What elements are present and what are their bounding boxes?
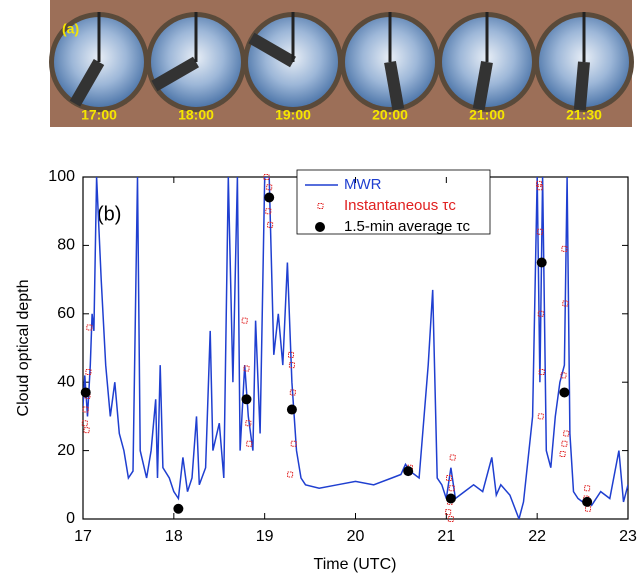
plot-area (83, 177, 628, 519)
average-point (445, 493, 456, 504)
x-axis-title: Time (UTC) (314, 556, 397, 573)
instant-point (536, 228, 543, 235)
average-point (286, 404, 297, 415)
instant-point (536, 184, 543, 191)
photo-time: 20:00 (372, 107, 408, 123)
instant-point (448, 485, 455, 492)
instant-point (290, 440, 297, 447)
mwr-line (83, 177, 628, 519)
panel-label: (b) (97, 203, 121, 225)
y-tick-label: 20 (57, 442, 75, 459)
x-tick-label: 23 (619, 528, 637, 545)
shadow-band (384, 60, 405, 111)
x-tick-label: 17 (74, 528, 92, 545)
instant-point (561, 245, 568, 252)
instant-point (447, 516, 454, 522)
instant-point (246, 440, 253, 447)
average-point (582, 496, 593, 507)
photo-time: 19:00 (275, 107, 311, 123)
instant-point (81, 420, 88, 427)
instant-point (585, 505, 592, 512)
shadow-band (69, 59, 105, 107)
instant-point (535, 180, 542, 187)
instant-point (85, 368, 92, 375)
instant-point (82, 406, 89, 413)
photo-time: 18:00 (178, 107, 214, 123)
x-tick-label: 21 (437, 528, 455, 545)
average-point (173, 503, 184, 514)
y-axis-title: Cloud optical depth (15, 280, 32, 417)
instant-point (562, 300, 569, 307)
average-point (264, 192, 275, 203)
instant-point (241, 317, 248, 324)
instant-point (449, 454, 456, 461)
legend-label: MWR (344, 176, 382, 193)
average-point (80, 387, 91, 398)
instant-point (263, 174, 270, 180)
shadow-band (151, 56, 200, 92)
y-tick-label: 100 (48, 168, 75, 185)
instant-point (446, 474, 453, 481)
instant-point (288, 362, 295, 369)
photo-time: 17:00 (81, 107, 117, 123)
instant-point (561, 440, 568, 447)
instant-point (445, 509, 452, 516)
legend-label: 1.5-min average τc (344, 218, 470, 235)
y-tick-label: 60 (57, 305, 75, 322)
shadow-band (248, 32, 297, 68)
shadow-band (472, 60, 493, 111)
instant-point (560, 372, 567, 379)
legend-box (296, 169, 491, 235)
legend-label: Instantaneous τc (344, 197, 456, 214)
shadow-band (573, 61, 590, 111)
y-tick-label: 80 (57, 237, 75, 254)
instant-point (289, 389, 296, 396)
instant-point (267, 221, 274, 228)
y-tick-label: 0 (66, 510, 75, 527)
instant-point (537, 310, 544, 317)
instant-point (537, 413, 544, 420)
legend-swatch (315, 222, 325, 232)
instant-point (243, 365, 250, 372)
instant-point (83, 427, 90, 434)
instant-point (563, 430, 570, 437)
legend-swatch (317, 203, 324, 209)
photo-group: 17:00 18:00 19:00 20:00 21:00 21:30 (49, 12, 634, 123)
average-point (403, 466, 414, 477)
photo-time: 21:00 (469, 107, 505, 123)
instant-point (266, 184, 273, 191)
instant-point (245, 420, 252, 427)
instant-point (288, 351, 295, 358)
x-tick-label: 22 (528, 528, 546, 545)
instant-point (265, 208, 272, 215)
instant-point (538, 368, 545, 375)
x-tick-label: 20 (347, 528, 365, 545)
y-tick-label: 40 (57, 373, 75, 390)
average-point (536, 257, 547, 268)
average-point (559, 387, 570, 398)
x-tick-label: 18 (165, 528, 183, 545)
instant-point (287, 471, 294, 478)
x-tick-label: 19 (256, 528, 274, 545)
instant-point (559, 451, 566, 458)
instant-point (86, 324, 93, 331)
photo-time: 21:30 (566, 107, 602, 123)
photo-panel-label: (a) (62, 21, 79, 37)
average-point (241, 394, 252, 405)
instant-point (584, 485, 591, 492)
